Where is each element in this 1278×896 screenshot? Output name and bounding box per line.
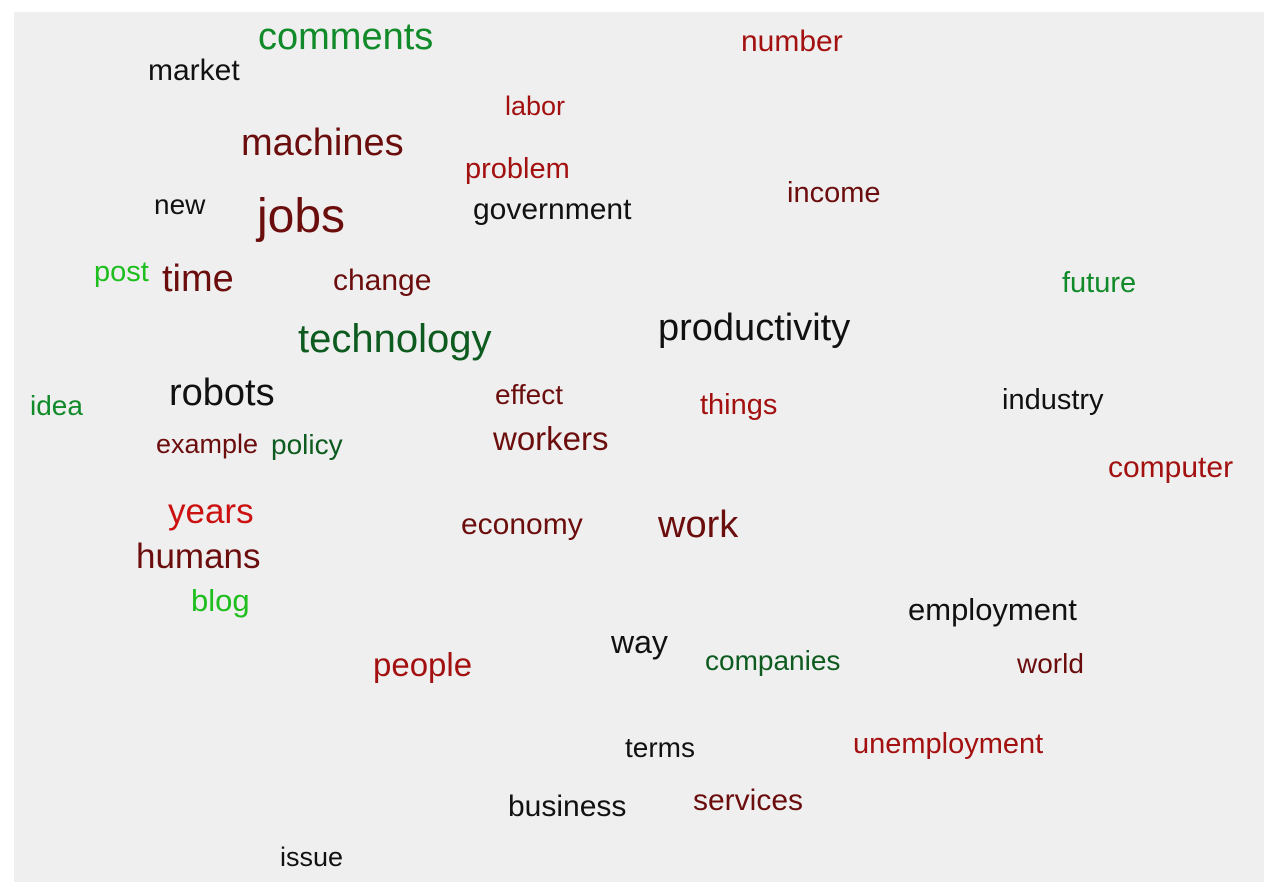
word-productivity: productivity bbox=[658, 307, 851, 349]
word-terms: terms bbox=[625, 732, 695, 763]
word-labor: labor bbox=[505, 91, 566, 121]
word-idea: idea bbox=[30, 390, 83, 421]
word-government: government bbox=[473, 193, 632, 226]
word-employment: employment bbox=[908, 592, 1077, 627]
word-world: world bbox=[1017, 648, 1084, 679]
word-comments: comments bbox=[258, 16, 434, 58]
word-unemployment: unemployment bbox=[853, 728, 1044, 760]
word-cloud: comments number market labor machines pr… bbox=[14, 12, 1264, 882]
word-way: way bbox=[611, 624, 668, 660]
word-future: future bbox=[1062, 267, 1137, 299]
word-industry: industry bbox=[1002, 384, 1104, 416]
word-jobs: jobs bbox=[257, 190, 346, 243]
word-time: time bbox=[162, 258, 234, 300]
word-machines: machines bbox=[241, 122, 404, 164]
word-policy: policy bbox=[271, 429, 343, 460]
word-things: things bbox=[700, 389, 778, 421]
word-work: work bbox=[658, 504, 739, 546]
word-market: market bbox=[148, 54, 240, 87]
word-issue: issue bbox=[280, 842, 344, 872]
word-computer: computer bbox=[1108, 451, 1234, 484]
word-effect: effect bbox=[495, 379, 563, 410]
word-humans: humans bbox=[136, 537, 261, 576]
word-change: change bbox=[333, 264, 432, 297]
word-income: income bbox=[787, 177, 881, 209]
word-workers: workers bbox=[493, 420, 609, 457]
word-blog: blog bbox=[191, 583, 250, 618]
word-people: people bbox=[373, 646, 473, 683]
word-example: example bbox=[156, 429, 259, 459]
word-problem: problem bbox=[465, 153, 570, 185]
word-robots: robots bbox=[169, 372, 275, 414]
word-economy: economy bbox=[461, 508, 583, 541]
word-new: new bbox=[154, 189, 206, 220]
word-services: services bbox=[693, 784, 804, 817]
word-post: post bbox=[94, 256, 149, 288]
word-years: years bbox=[168, 492, 254, 531]
word-technology: technology bbox=[298, 317, 492, 361]
word-business: business bbox=[508, 790, 627, 823]
word-number: number bbox=[741, 25, 843, 58]
word-companies: companies bbox=[705, 645, 841, 676]
